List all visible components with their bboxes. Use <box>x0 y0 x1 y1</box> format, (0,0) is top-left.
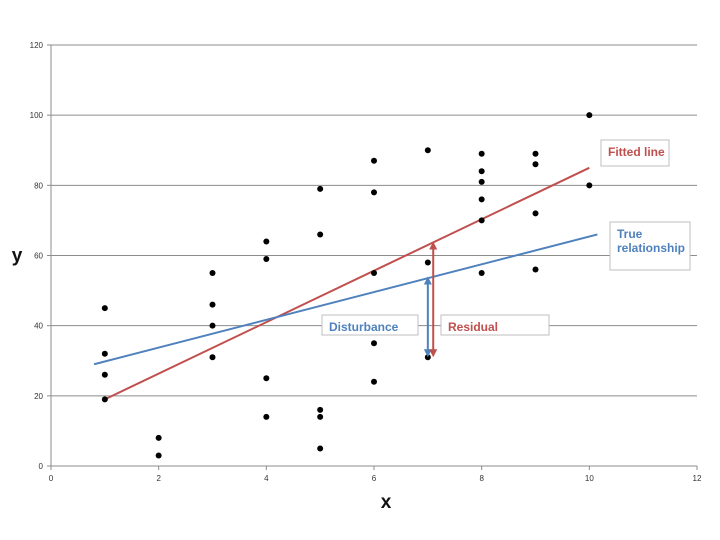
scatter-point <box>478 178 485 185</box>
scatter-point <box>101 396 108 403</box>
residual-callout: Residual <box>440 314 550 336</box>
x-tick-label: 6 <box>372 474 377 483</box>
y-tick-label: 40 <box>34 322 43 331</box>
scatter-point <box>532 266 539 273</box>
scatter-point <box>478 270 485 277</box>
scatter-point <box>371 340 377 347</box>
scatter-point <box>101 305 108 312</box>
scatter-point <box>101 350 108 357</box>
scatter-point <box>532 210 539 217</box>
scatter-point <box>209 301 216 308</box>
residual-arrow <box>429 241 438 358</box>
fitted-line-series <box>104 166 590 401</box>
scatter-point <box>317 406 324 413</box>
scatter-point <box>317 231 324 238</box>
disturbance-arrow <box>423 276 432 358</box>
scatter-point <box>478 196 485 203</box>
data-points <box>101 112 593 459</box>
scatter-point <box>101 371 108 378</box>
scatter-point <box>424 259 431 266</box>
residual-callout-label: Residual <box>448 320 498 334</box>
y-tick-label: 80 <box>34 181 43 190</box>
scatter-point <box>263 375 270 382</box>
disturbance-callout: Disturbance <box>321 314 419 336</box>
true-relationship-callout-label: True <box>617 227 643 241</box>
x-tick-label: 2 <box>156 474 161 483</box>
scatter-point <box>317 185 324 192</box>
scatter-point <box>209 270 216 277</box>
scatter-point <box>155 434 162 441</box>
scatter-point <box>371 378 377 385</box>
scatter-point <box>532 150 539 157</box>
gridlines <box>51 44 697 397</box>
scatter-point <box>317 445 324 452</box>
scatter-point <box>478 168 485 175</box>
fitted-line-callout-box <box>600 139 670 167</box>
disturbance-callout-label: Disturbance <box>329 320 399 334</box>
true-relationship-callout-box <box>609 221 691 271</box>
x-tick-label: 12 <box>693 474 702 483</box>
scatter-point <box>424 147 431 154</box>
disturbance-callout-box <box>321 314 419 336</box>
y-tick-label: 20 <box>34 392 43 401</box>
scatter-point <box>263 256 270 263</box>
y-tick-label: 60 <box>34 252 43 261</box>
y-tick-label: 120 <box>30 41 44 50</box>
scatter-point <box>155 452 162 459</box>
scatter-point <box>371 157 377 164</box>
scatter-point <box>263 238 270 245</box>
fitted-line-callout-label: Fitted line <box>608 145 665 159</box>
y-tick-label: 100 <box>30 111 44 120</box>
regression-lines <box>93 166 598 401</box>
tick-labels: 0 20 40 60 80 100 120 0 2 4 6 8 10 12 <box>30 41 702 483</box>
residual-callout-box <box>440 314 550 336</box>
scatter-point <box>586 182 593 189</box>
axes <box>47 44 698 470</box>
scatter-point <box>263 413 270 420</box>
x-axis-label: x <box>381 492 392 513</box>
disturbance-arrow-head-top <box>423 276 432 285</box>
scatter-point <box>586 112 593 119</box>
x-tick-label: 8 <box>479 474 484 483</box>
true-relationship-series <box>93 233 598 366</box>
scatter-point <box>371 189 377 196</box>
residual-arrow-head-top <box>429 241 438 250</box>
x-tick-label: 4 <box>264 474 269 483</box>
scatter-point <box>478 217 485 224</box>
y-axis-label: y <box>12 246 23 267</box>
disturbance-arrow-head-bottom <box>423 349 432 358</box>
scatter-point <box>532 161 539 168</box>
scatter-point <box>317 413 324 420</box>
x-tick-label: 0 <box>49 474 54 483</box>
scatter-point <box>209 322 216 329</box>
true-relationship-callout-label: relationship <box>617 241 685 255</box>
fitted-line-callout: Fitted line <box>600 139 670 167</box>
x-tick-label: 10 <box>585 474 594 483</box>
residual-arrow-head-bottom <box>429 349 438 358</box>
scatter-point <box>209 354 216 361</box>
error-arrows <box>423 241 438 358</box>
scatter-point <box>371 270 377 277</box>
scatter-point <box>478 150 485 157</box>
y-tick-label: 0 <box>39 462 44 471</box>
